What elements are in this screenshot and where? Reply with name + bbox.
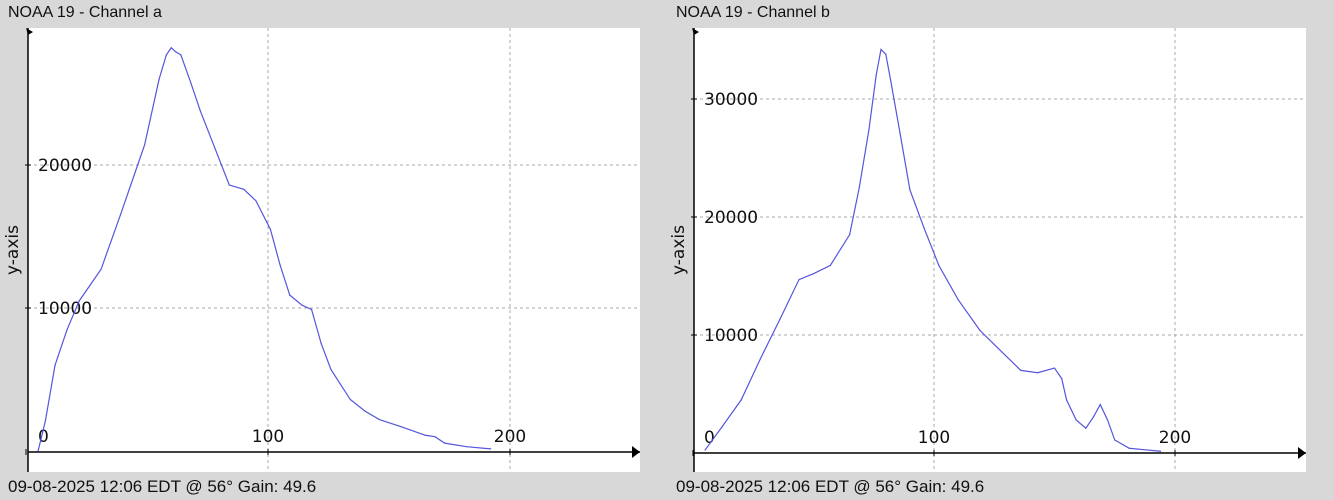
- data-point: [890, 79, 892, 81]
- data-point: [868, 129, 870, 131]
- data-point: [880, 48, 882, 51]
- data-point: [228, 184, 230, 186]
- data-point: [1061, 378, 1063, 380]
- chart-a: 0 100 200 10000 20000 y-axis: [3, 28, 640, 472]
- data-point: [279, 264, 281, 266]
- data-point: [938, 264, 940, 266]
- data-point: [1065, 399, 1068, 401]
- data-point: [349, 398, 351, 401]
- data-point: [875, 74, 877, 76]
- data-point: [320, 343, 322, 345]
- data-point: [899, 133, 901, 135]
- data-point: [310, 308, 313, 311]
- data-point: [957, 299, 959, 301]
- data-point: [54, 364, 56, 366]
- data-point: [214, 147, 216, 149]
- y-axis-arrow-icon: [26, 28, 33, 35]
- data-point: [759, 358, 762, 360]
- data-point: [330, 368, 332, 371]
- data-point: [704, 449, 706, 451]
- data-point: [849, 234, 851, 236]
- x-axis-arrow-icon: [632, 446, 640, 458]
- data-point: [1159, 450, 1162, 452]
- data-point: [490, 448, 492, 450]
- data-point: [66, 328, 68, 331]
- data-point: [1075, 419, 1077, 421]
- data-point: [1020, 369, 1022, 371]
- data-point: [44, 420, 46, 422]
- data-point: [119, 214, 121, 216]
- data-point: [858, 186, 860, 189]
- chart-b: 0 100 200 10000 20000 30000 y-axis: [669, 28, 1306, 472]
- chart-title-a: NOAA 19 - Channel a: [8, 4, 162, 21]
- data-point: [189, 81, 192, 83]
- data-point: [1114, 439, 1116, 441]
- data-point: [465, 446, 468, 448]
- data-point: [165, 54, 167, 56]
- data-point: [721, 426, 723, 428]
- data-point: [434, 436, 436, 438]
- data-point: [979, 329, 981, 331]
- data-point: [444, 442, 446, 444]
- data-point: [143, 144, 146, 146]
- data-point: [909, 189, 911, 191]
- x-tick-label: 100: [918, 428, 950, 448]
- data-point: [424, 434, 426, 436]
- data-point: [269, 228, 272, 230]
- data-point: [170, 47, 172, 49]
- data-point: [158, 78, 160, 80]
- x-tick-label: 200: [494, 427, 526, 447]
- y-tick-label: 30000: [704, 90, 758, 110]
- data-point: [1085, 427, 1087, 429]
- chart-title-b: NOAA 19 - Channel b: [676, 4, 830, 21]
- data-point: [812, 273, 815, 275]
- data-point: [1092, 417, 1094, 419]
- x-tick-label: 0: [38, 427, 49, 447]
- data-point: [255, 200, 257, 202]
- data-point: [885, 53, 887, 55]
- x-tick-label: 0: [704, 428, 715, 448]
- data-point: [175, 51, 177, 53]
- y-tick-label: 20000: [704, 208, 758, 228]
- data-point: [923, 228, 925, 230]
- data-point: [1000, 350, 1003, 353]
- y-axis-label: y-axis: [669, 225, 689, 275]
- plot-area: [694, 28, 1306, 472]
- plot-area: [28, 28, 640, 472]
- footer-status-b: 09-08-2025 12:06 EDT @ 56° Gain: 49.6: [676, 477, 985, 496]
- data-point: [1128, 447, 1130, 449]
- footer-status-a: 09-08-2025 12:06 EDT @ 56° Gain: 49.6: [8, 477, 317, 496]
- x-axis-arrow-icon: [1298, 447, 1306, 459]
- y-tick-label: 20000: [38, 156, 92, 176]
- y-axis-arrow-icon: [692, 28, 699, 35]
- data-point: [1037, 372, 1039, 374]
- data-point: [180, 54, 182, 56]
- data-point: [798, 278, 800, 281]
- data-point: [243, 188, 245, 190]
- data-point: [37, 450, 39, 452]
- data-point: [829, 264, 831, 266]
- data-point: [378, 418, 380, 421]
- data-point: [289, 294, 291, 296]
- y-tick-label: 10000: [38, 299, 92, 319]
- data-point: [779, 319, 781, 321]
- data-point: [301, 304, 303, 306]
- data-point: [400, 426, 402, 428]
- data-point: [1106, 419, 1109, 421]
- y-tick-label: 10000: [704, 326, 758, 346]
- data-point: [740, 399, 742, 401]
- data-point: [1099, 404, 1101, 406]
- data-point: [199, 110, 201, 112]
- data-point: [78, 300, 80, 302]
- data-point: [364, 410, 366, 412]
- y-axis-label: y-axis: [3, 225, 23, 275]
- x-tick-label: 100: [252, 427, 284, 447]
- x-tick-label: 200: [1159, 428, 1191, 448]
- data-point: [100, 268, 102, 270]
- data-point: [1053, 367, 1056, 369]
